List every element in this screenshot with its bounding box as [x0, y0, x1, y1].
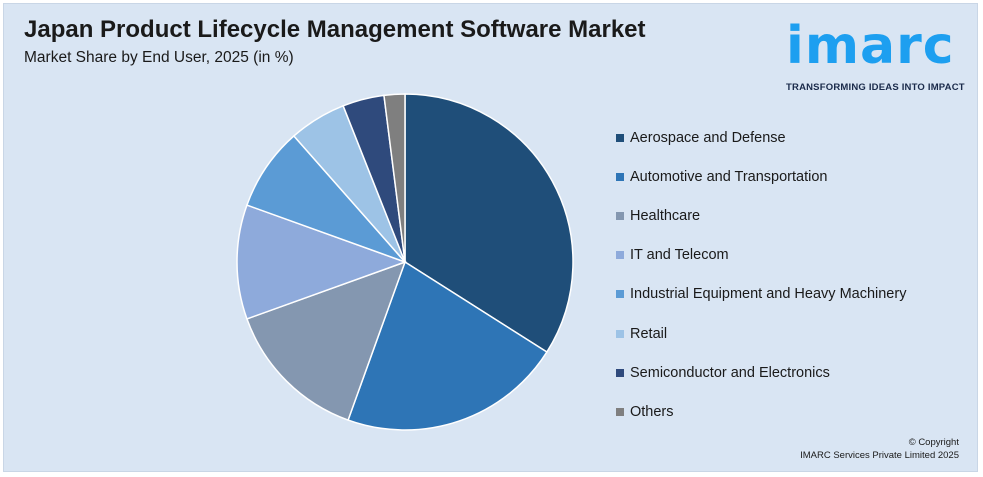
- pie-slice-1: [404, 93, 574, 354]
- chart-frame: Japan Product Lifecycle Management Softw…: [3, 3, 978, 472]
- pie-chart: [236, 93, 574, 431]
- legend-item-3: Healthcare: [616, 196, 906, 235]
- legend-label: Retail: [630, 325, 668, 342]
- legend-swatch: [616, 211, 624, 220]
- legend-swatch: [616, 251, 624, 260]
- imarc-logo: imarc TRANSFORMING IDEAS INTO IMPACT: [784, 12, 976, 96]
- pie-slice-2: [347, 260, 548, 431]
- legend-label: Aerospace and Defense: [630, 129, 786, 146]
- copyright-line-1: © Copyright: [908, 437, 959, 448]
- pie-slice-4: [236, 204, 408, 320]
- chart-title: Japan Product Lifecycle Management Softw…: [24, 16, 646, 43]
- legend-label: Automotive and Transportation: [630, 168, 828, 185]
- legend-swatch: [616, 329, 624, 338]
- legend-swatch: [616, 133, 624, 142]
- legend-label: IT and Telecom: [630, 247, 729, 264]
- legend-swatch: [616, 368, 624, 377]
- copyright-notice: © Copyright IMARC Services Private Limit…: [800, 436, 959, 462]
- legend-label: Healthcare: [630, 207, 701, 224]
- copyright-line-2: IMARC Services Private Limited 2025: [800, 450, 959, 461]
- legend-item-6: Retail: [616, 314, 906, 353]
- pie-slice-8: [383, 93, 406, 263]
- legend-item-5: Industrial Equipment and Heavy Machinery: [616, 275, 906, 314]
- legend-item-4: IT and Telecom: [616, 236, 906, 275]
- legend-item-8: Others: [616, 392, 906, 431]
- logo-tagline: TRANSFORMING IDEAS INTO IMPACT: [786, 82, 965, 93]
- legend-swatch: [616, 407, 624, 416]
- chart-subtitle: Market Share by End User, 2025 (in %): [24, 49, 294, 66]
- legend-label: Others: [630, 403, 674, 420]
- legend-item-2: Automotive and Transportation: [616, 157, 906, 196]
- logo-wordmark: imarc: [786, 16, 955, 76]
- legend-label: Semiconductor and Electronics: [630, 364, 830, 381]
- legend-item-1: Aerospace and Defense: [616, 118, 906, 157]
- legend-label: Industrial Equipment and Heavy Machinery: [630, 286, 907, 303]
- legend-item-7: Semiconductor and Electronics: [616, 353, 906, 392]
- pie-slice-3: [245, 260, 407, 422]
- chart-legend: Aerospace and Defense Automotive and Tran…: [616, 118, 906, 432]
- legend-swatch: [616, 290, 624, 299]
- legend-swatch: [616, 172, 624, 181]
